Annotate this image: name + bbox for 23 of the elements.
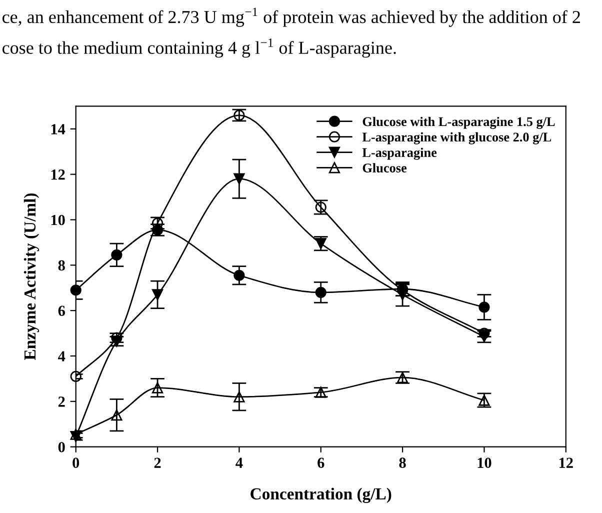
y-tick-label: 14 xyxy=(51,124,66,134)
x-tick-label: 2 xyxy=(154,458,161,468)
x-tick-label: 0 xyxy=(72,458,80,468)
y-axis-title: Enzyme Activity (U/ml) xyxy=(24,193,40,360)
legend-label: Glucose xyxy=(362,163,407,172)
text: cose to the medium containing 4 g l$^{−1}$ of L-asparagine. xyxy=(2,38,396,58)
y-tick-label: 4 xyxy=(58,351,66,362)
x-tick-label: 12 xyxy=(559,458,573,468)
y-tick-label: 2 xyxy=(58,396,65,407)
y-tick-label: 8 xyxy=(58,260,65,271)
legend-label: L-asparagine xyxy=(362,148,437,160)
x-tick-label: 6 xyxy=(318,458,324,468)
x-tick-label: 4 xyxy=(236,458,243,468)
y-tick-label: 6 xyxy=(58,306,65,316)
y-tick-label: 10 xyxy=(51,214,65,226)
x-tick-label: 10 xyxy=(478,458,492,468)
y-tick-label: 0 xyxy=(58,442,65,452)
legend-label: Glucose with L-asparagine 1.5 g/L xyxy=(362,116,555,129)
text: ce, an enhancement of 2.73 U mg$^{−1}$ of protein was achieved by the addition of 2 xyxy=(2,8,580,27)
y-tick-label: 12 xyxy=(51,170,65,180)
x-tick-label: 8 xyxy=(399,458,406,468)
x-axis-title: Concentration (g/L) xyxy=(250,488,392,504)
legend-label: L-asparagine with glucose 2.0 g/L xyxy=(362,132,552,144)
